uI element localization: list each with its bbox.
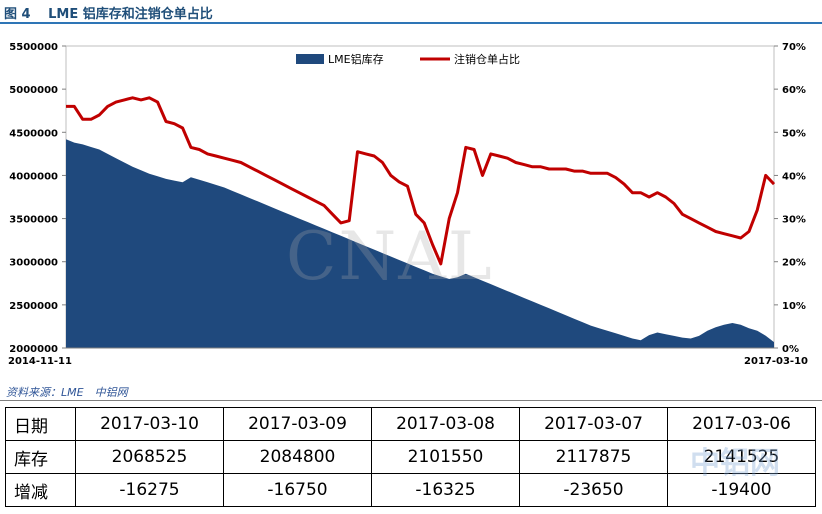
ratio-line-series [66, 96, 776, 266]
left-tick-label: 2000000 [9, 344, 58, 355]
left-tick-label: 2500000 [9, 301, 58, 312]
table-cell: 2017-03-06 [667, 407, 816, 441]
table-cell: 2101550 [371, 440, 520, 474]
left-tick-label: 4500000 [9, 128, 58, 139]
table-cell: -16325 [371, 473, 520, 507]
title-divider [0, 22, 822, 24]
right-tick-label: 70% [782, 42, 806, 53]
right-tick-label: 30% [782, 215, 806, 226]
right-tick-label: 20% [782, 258, 806, 269]
x-end-label: 2017-03-10 [744, 356, 808, 367]
chart-svg: 2000000 2500000 3000000 3500000 4000000 45000… [8, 42, 808, 367]
left-tick-label: 5000000 [9, 85, 58, 96]
legend-stock-label: LME铝库存 [328, 52, 384, 66]
stock-area-series [66, 139, 774, 348]
row-header-date: 日期 [5, 407, 76, 441]
figure-title: 图 4 LME 铝库存和注销仓单占比 [4, 7, 213, 22]
table-cell: 2117875 [519, 440, 668, 474]
right-tick-label: 0% [782, 344, 799, 355]
legend: LME铝库存 注销仓单占比 [296, 52, 520, 66]
left-tick-label: 3500000 [9, 215, 58, 226]
left-axis-ticks: 2000000 2500000 3000000 3500000 4000000 45000… [9, 42, 66, 355]
right-tick-label: 40% [782, 171, 806, 182]
row-header-stock: 库存 [5, 440, 76, 474]
table-cell: -19400 [667, 473, 816, 507]
legend-stock-swatch [296, 54, 324, 64]
table-cell: 2141525 [667, 440, 816, 474]
table-cell: -16750 [223, 473, 372, 507]
right-tick-label: 50% [782, 128, 806, 139]
table-cell: 2017-03-10 [75, 407, 224, 441]
left-tick-label: 4000000 [9, 171, 58, 182]
table-row: 日期 2017-03-10 2017-03-09 2017-03-08 2017… [5, 407, 816, 441]
table-cell: 2017-03-09 [223, 407, 372, 441]
table-cell: -23650 [519, 473, 668, 507]
table-row: 库存 2068525 2084800 2101550 2117875 21415… [5, 440, 816, 474]
left-tick-label: 3000000 [9, 258, 58, 269]
inventory-table: 日期 2017-03-10 2017-03-09 2017-03-08 2017… [5, 407, 816, 507]
right-tick-label: 10% [782, 301, 806, 312]
table-cell: 2017-03-07 [519, 407, 668, 441]
table-cell: 2017-03-08 [371, 407, 520, 441]
right-tick-label: 60% [782, 85, 806, 96]
table-cell: 2084800 [223, 440, 372, 474]
row-header-change: 增减 [5, 473, 76, 507]
right-axis-ticks: 0% 10% 20% 30% 40% 50% 60% 70% [774, 42, 806, 355]
source-divider [0, 400, 822, 401]
source-note: 资料来源：LME 中铝网 [6, 386, 128, 399]
table-cell: -16275 [75, 473, 224, 507]
table-row: 增减 -16275 -16750 -16325 -23650 -19400 [5, 473, 816, 507]
legend-ratio-label: 注销仓单占比 [454, 52, 520, 66]
x-start-label: 2014-11-11 [8, 356, 72, 367]
table-cell: 2068525 [75, 440, 224, 474]
left-tick-label: 5500000 [9, 42, 58, 53]
